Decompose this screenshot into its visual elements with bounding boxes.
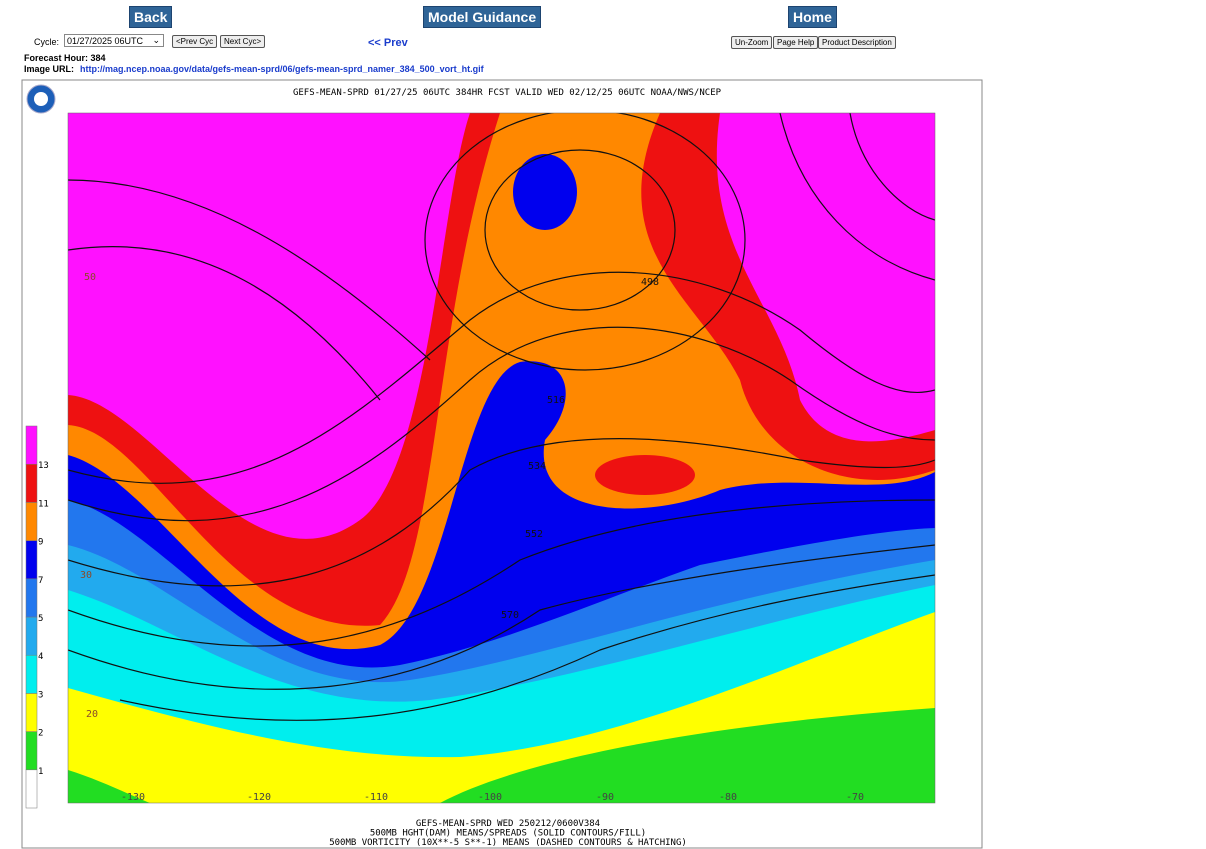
contour-label: 498 — [641, 277, 659, 288]
fill-band — [595, 455, 695, 495]
map-footer-line: GEFS-MEAN-SPRD WED 250212/0600V384 — [416, 819, 600, 829]
contour-label: 50 — [84, 272, 96, 283]
legend-label: 2 — [38, 729, 43, 739]
unzoom-button[interactable]: Un-Zoom — [731, 36, 773, 49]
model-guidance-button[interactable]: Model Guidance — [423, 6, 542, 28]
legend-label: 3 — [38, 690, 43, 700]
next-cycle-button[interactable]: Next Cyc> — [220, 35, 266, 48]
fill-band — [440, 708, 935, 803]
product-description-button[interactable]: Product Description — [818, 36, 896, 49]
contour-label: 570 — [501, 610, 519, 621]
home-button[interactable]: Home — [788, 6, 837, 28]
longitude-label: -90 — [596, 792, 614, 803]
cycle-label: Cycle: — [34, 37, 60, 47]
legend-label: 7 — [38, 576, 43, 586]
legend-label: 13 — [38, 461, 49, 471]
longitude-label: -120 — [247, 792, 271, 803]
legend-label: 5 — [38, 614, 43, 624]
legend-swatch — [25, 769, 38, 809]
longitude-label: -70 — [846, 792, 864, 803]
contour-label: 534 — [528, 461, 546, 472]
forecast-map: GEFS-MEAN-SPRD 01/27/25 06UTC 384HR FCST… — [21, 79, 983, 849]
legend-swatch — [25, 616, 38, 656]
image-url[interactable]: http://mag.ncep.noaa.gov/data/gefs-mean-… — [80, 64, 484, 74]
prev-cycle-button[interactable]: <Prev Cyc — [172, 35, 218, 48]
longitude-label: -110 — [364, 792, 388, 803]
map-footer-line: 500MB HGHT(DAM) MEANS/SPREADS (SOLID CON… — [370, 829, 646, 839]
forecast-hour: Forecast Hour: 384 — [24, 53, 106, 63]
map-fill — [68, 113, 935, 803]
legend-label: 9 — [38, 538, 43, 548]
legend-swatch — [25, 693, 38, 732]
longitude-label: -100 — [478, 792, 502, 803]
longitude-label: -80 — [719, 792, 737, 803]
legend-swatch — [25, 578, 38, 618]
contour-label: 20 — [86, 709, 98, 720]
legend-swatch — [25, 540, 38, 580]
map-border — [67, 112, 936, 804]
fill-band — [68, 770, 150, 803]
legend-swatch — [25, 463, 38, 503]
map-title: GEFS-MEAN-SPRD 01/27/25 06UTC 384HR FCST… — [293, 88, 722, 98]
contour-label: 552 — [525, 529, 543, 540]
image-url-label: Image URL: — [24, 64, 75, 74]
back-button[interactable]: Back — [129, 6, 173, 28]
legend-label: 1 — [38, 767, 43, 777]
legend-swatch — [25, 654, 38, 694]
cycle-select[interactable]: 01/27/2025 06UTC ⌄ — [64, 34, 164, 47]
prev-link[interactable]: << Prev — [368, 37, 408, 49]
page-help-button[interactable]: Page Help — [773, 36, 819, 49]
cycle-value: 01/27/2025 06UTC — [67, 36, 144, 46]
longitude-label: -130 — [121, 792, 145, 803]
legend-swatch — [25, 425, 38, 465]
legend-label: 11 — [38, 499, 49, 509]
contour-label: 516 — [547, 395, 565, 406]
contour-label: 30 — [80, 570, 92, 581]
legend-label: 4 — [38, 652, 43, 662]
legend-swatch — [25, 731, 38, 771]
legend-swatch — [25, 502, 38, 541]
noaa-logo-inner — [34, 92, 48, 106]
map-footer-line: 500MB VORTICITY (10X**-5 S**-1) MEANS (D… — [329, 838, 687, 848]
fill-band — [513, 154, 577, 230]
dropdown-arrow: ⌄ — [152, 35, 160, 45]
height-contours — [68, 113, 935, 721]
